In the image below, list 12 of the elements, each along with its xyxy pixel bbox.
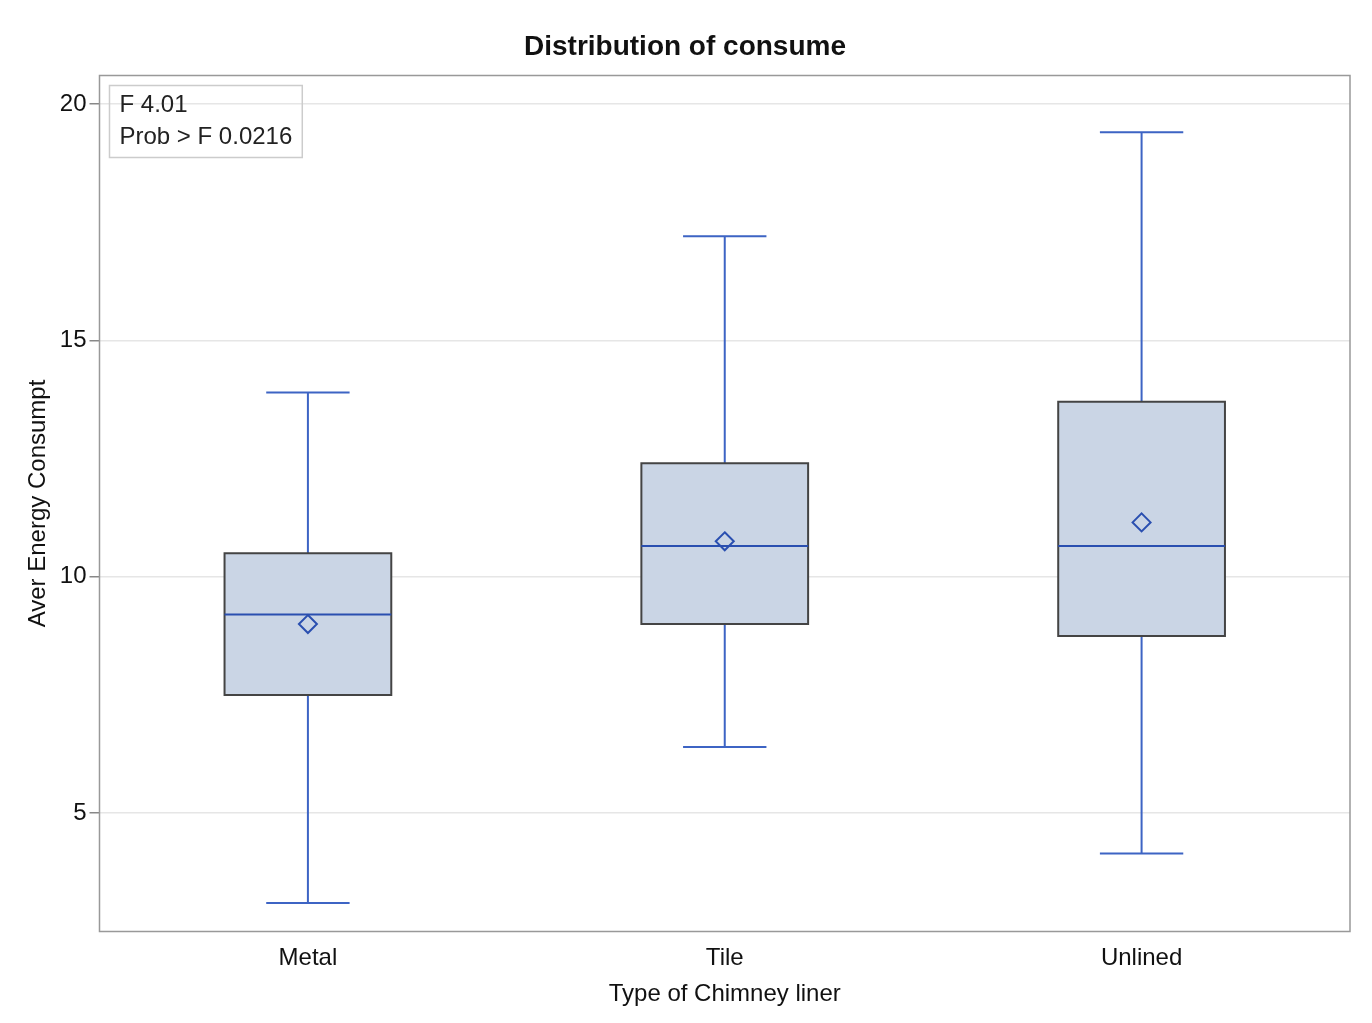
x-tick-label: Tile [705, 943, 744, 971]
x-tick-label: Metal [278, 943, 338, 971]
x-axis-title: Type of Chimney liner [608, 979, 841, 1007]
annotation: Prob > F 0.0216 [119, 122, 293, 150]
x-tick-label: Unlined [1100, 943, 1183, 971]
y-tick-label: 10 [59, 561, 87, 589]
y-tick-label: 5 [73, 797, 87, 825]
annotation: F 4.01 [119, 90, 188, 118]
chart-title: Distribution of consume [524, 29, 846, 61]
y-axis-title: Aver Energy Consumpt [23, 379, 51, 628]
y-tick-label: 15 [59, 325, 87, 352]
y-tick-label: 20 [59, 88, 87, 116]
